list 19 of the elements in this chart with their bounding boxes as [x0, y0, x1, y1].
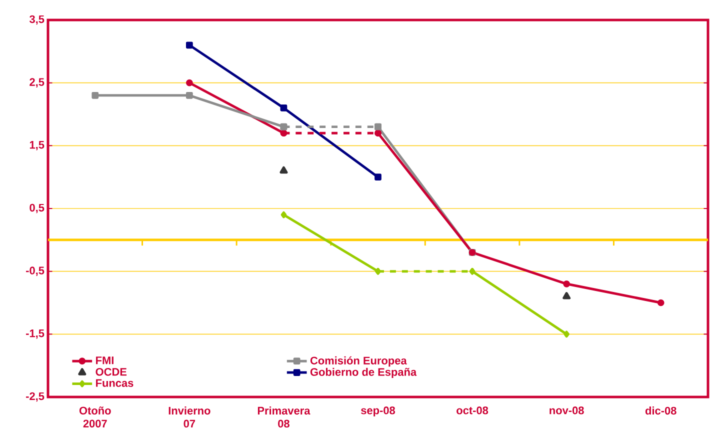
x-tick-label: Otoño 2007 [79, 406, 111, 428]
x-tick-label: Primavera 08 [258, 406, 310, 428]
x-tick-label: nov-08 [550, 406, 584, 414]
legend-label: Funcas [96, 379, 134, 387]
y-tick-label: 1,5 [30, 141, 44, 150]
legend-label: Gobierno de España [310, 368, 417, 378]
y-tick-label: -0,5 [26, 266, 44, 276]
x-tick-label: sep-08 [361, 406, 396, 416]
y-tick-label: -2,5 [26, 392, 44, 402]
y-tick-label: -1,5 [26, 330, 44, 339]
x-tick-label: oct-08 [456, 406, 488, 414]
legend-label: FMI [96, 356, 114, 364]
y-tick-label: 2,5 [30, 78, 44, 88]
y-tick-label: 0,5 [30, 204, 44, 214]
x-tick-label: Invierno 07 [168, 406, 210, 428]
y-tick-label: 3,5 [29, 15, 44, 25]
legend-label: Comisión Europea [310, 356, 407, 367]
x-tick-label: dic-08 [645, 406, 676, 415]
legend-label: OCDE [96, 368, 127, 376]
